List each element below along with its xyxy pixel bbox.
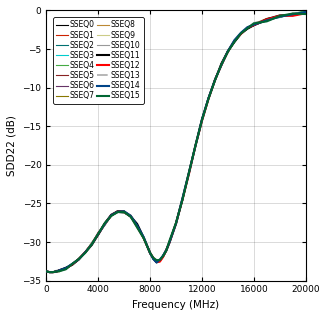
Y-axis label: SDD22 (dB): SDD22 (dB)	[7, 115, 17, 176]
X-axis label: Frequency (MHz): Frequency (MHz)	[132, 300, 220, 310]
Legend: SSEQ0, SSEQ1, SSEQ2, SSEQ3, SSEQ4, SSEQ5, SSEQ6, SSEQ7, SSEQ8, SSEQ9, SSEQ10, SS: SSEQ0, SSEQ1, SSEQ2, SSEQ3, SSEQ4, SSEQ5…	[53, 17, 144, 104]
